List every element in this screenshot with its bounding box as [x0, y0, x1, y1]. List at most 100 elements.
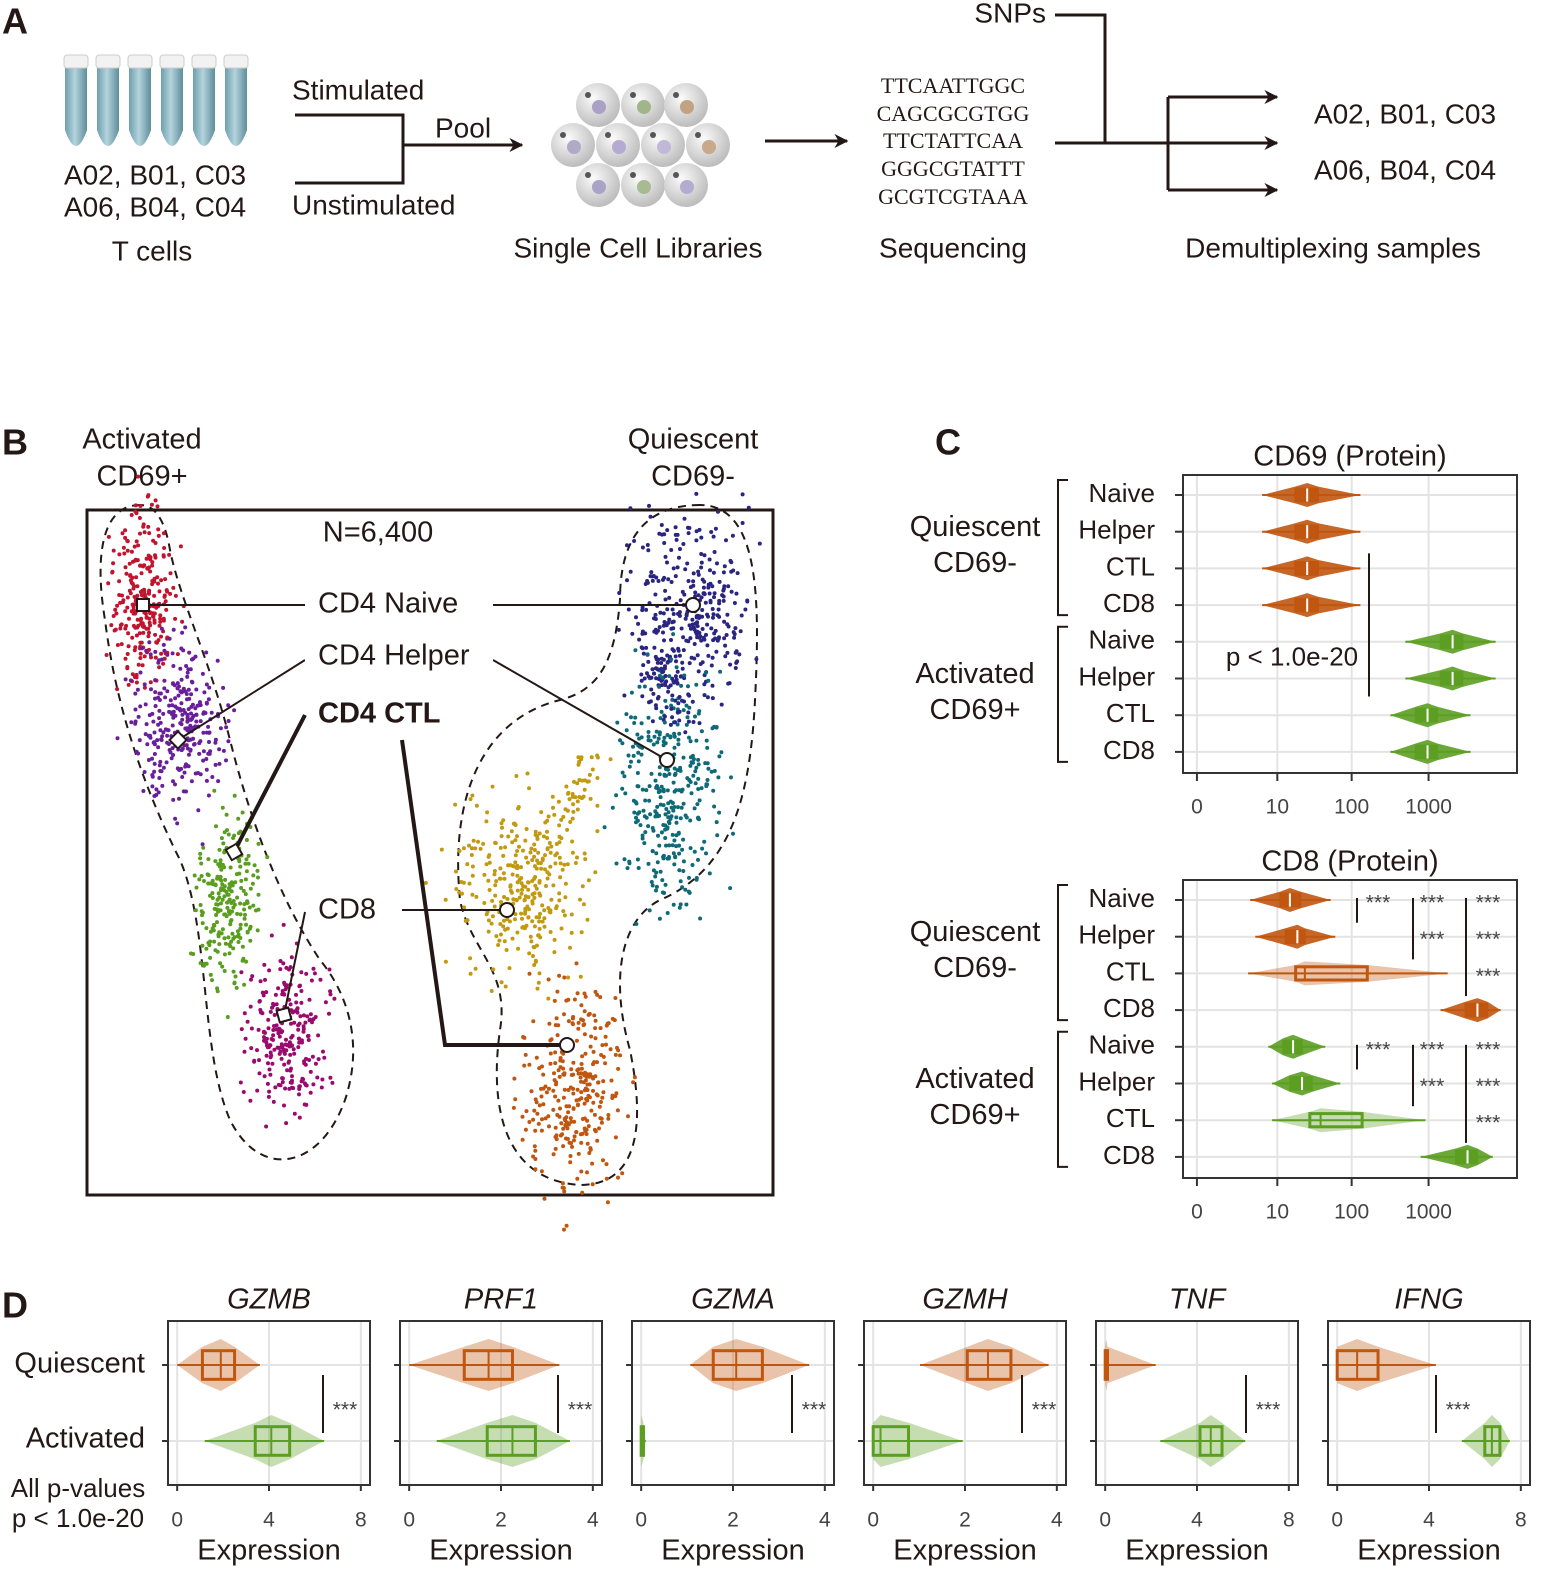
- cell-point: [227, 882, 232, 887]
- cell-point: [658, 610, 663, 615]
- cell-point: [536, 980, 541, 985]
- cell-point: [601, 1079, 606, 1084]
- cell-point: [531, 954, 535, 958]
- cell-point: [289, 1066, 293, 1071]
- cell-point: [145, 566, 150, 571]
- cell-point: [579, 1140, 584, 1145]
- cell-point: [654, 884, 659, 889]
- cell-point: [113, 607, 118, 612]
- cell-point: [470, 873, 475, 878]
- cell-point: [141, 789, 146, 793]
- cell-point: [590, 1161, 595, 1166]
- cell-point: [126, 682, 131, 687]
- cell-point: [595, 803, 600, 808]
- cell-point: [299, 1038, 304, 1043]
- cell-point: [204, 778, 209, 783]
- cell-point: [627, 859, 632, 864]
- cell-point: [207, 943, 212, 948]
- cell-point: [705, 695, 710, 700]
- cell-point: [671, 566, 676, 571]
- cell-point: [280, 1080, 285, 1085]
- cell-point: [570, 1016, 575, 1021]
- group-label: Quiescent: [910, 511, 1041, 543]
- cell-point: [149, 655, 153, 660]
- cell-point: [501, 853, 506, 858]
- cell-point: [694, 538, 699, 543]
- cell-point: [268, 1050, 273, 1055]
- cell-point: [220, 897, 225, 902]
- cell-point: [550, 794, 555, 799]
- cell-point: [658, 716, 663, 721]
- cell-point: [653, 778, 658, 783]
- y-tick-label: CTL: [1106, 698, 1155, 728]
- cell-point: [647, 784, 652, 789]
- cell-point: [509, 829, 514, 834]
- cell-point: [118, 600, 123, 605]
- cell-point: [702, 693, 707, 698]
- cell-point: [588, 1044, 593, 1049]
- cell-point: [152, 761, 157, 766]
- cell-point: [674, 844, 679, 849]
- cell-point: [558, 1056, 563, 1060]
- cell-point: [198, 851, 203, 856]
- cell-point: [282, 1050, 287, 1055]
- cell-point: [152, 730, 157, 735]
- x-axis-title: Expression: [429, 1535, 572, 1567]
- cell-point: [123, 609, 128, 614]
- cell-point: [196, 808, 201, 813]
- cell-point: [257, 999, 262, 1004]
- cell-point: [670, 647, 675, 652]
- cell-point: [679, 683, 684, 688]
- cell-point: [232, 981, 237, 986]
- cell-point: [660, 532, 664, 537]
- cell-point: [499, 980, 504, 985]
- cell-point: [580, 1190, 585, 1195]
- cell-point: [572, 997, 577, 1002]
- group-label: CD69+: [929, 694, 1020, 726]
- cell-point: [707, 557, 712, 562]
- cell-point: [681, 801, 686, 806]
- cell-point: [688, 846, 693, 851]
- cell-point: [198, 700, 202, 705]
- sequence: TTCAATTGGC: [881, 73, 1025, 98]
- cell-point: [646, 659, 651, 664]
- cell-point: [590, 1182, 595, 1187]
- tube: [161, 68, 183, 146]
- cell-point: [166, 742, 171, 746]
- cell-point: [613, 996, 618, 1000]
- cell-point: [554, 842, 559, 846]
- cell-point: [553, 1061, 558, 1066]
- cell-point: [225, 900, 230, 905]
- significance: ***: [1446, 1399, 1471, 1422]
- panel-label: C: [935, 422, 961, 463]
- cell-point: [287, 967, 291, 972]
- cell-point: [153, 632, 158, 637]
- cell-point: [531, 945, 536, 949]
- cell-point: [224, 812, 229, 817]
- cell-point: [637, 637, 642, 642]
- x-tick-label: 10: [1266, 1201, 1289, 1224]
- cell-point: [533, 1148, 538, 1153]
- cell-point: [557, 823, 562, 828]
- cell-point: [639, 735, 644, 740]
- sequence: CAGCGCGTGG: [877, 101, 1030, 126]
- cell-point: [180, 630, 185, 635]
- cell-point: [674, 815, 679, 820]
- cell-point: [600, 1043, 605, 1048]
- cell-point: [661, 611, 666, 616]
- sample-text: A06, B04, C04: [1314, 154, 1496, 185]
- cell-point: [569, 930, 574, 935]
- cell-point: [274, 1002, 279, 1007]
- cell-point: [581, 1080, 586, 1085]
- cell-point: [562, 913, 567, 918]
- sequence: TTCTATTCAA: [883, 128, 1023, 153]
- cell-point: [202, 879, 206, 883]
- cell-point: [576, 1020, 581, 1025]
- cell-point: [223, 941, 228, 946]
- cell-point: [500, 825, 504, 830]
- cell-point: [726, 584, 731, 589]
- cell-point: [678, 902, 683, 907]
- cell-type: CD4 Helper: [318, 640, 470, 672]
- cell-point: [492, 904, 497, 909]
- cell-point: [153, 696, 157, 701]
